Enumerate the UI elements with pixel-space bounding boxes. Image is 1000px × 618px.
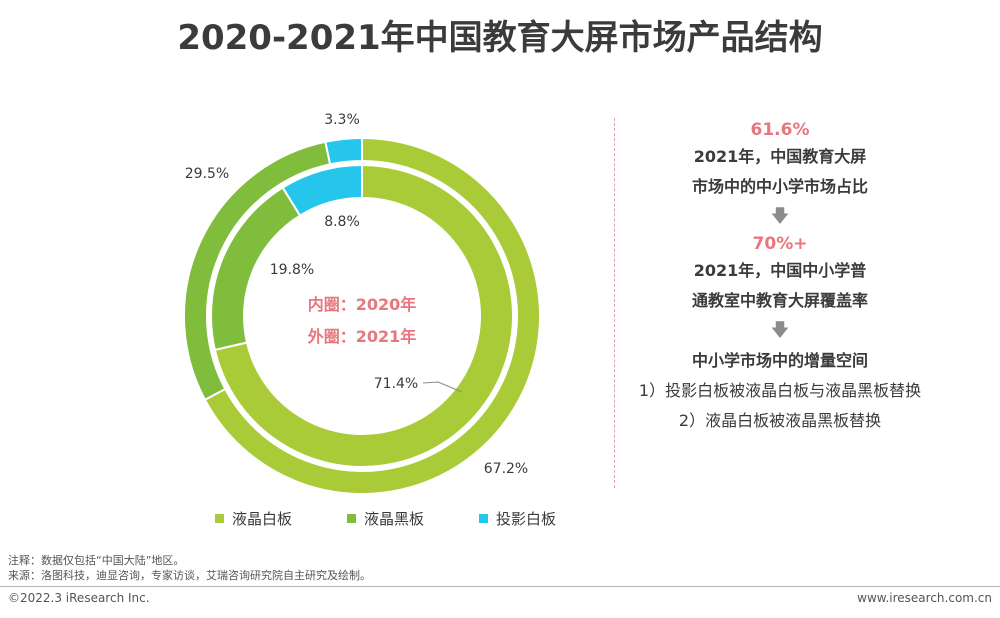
stat-coverage-rate: 70%+ (752, 234, 808, 254)
inner-slice-projection (281, 163, 363, 217)
stat-description-line: 2021年，中国中小学普 (693, 261, 867, 280)
inner-ring-caption: 内圈：2020年 (308, 295, 417, 314)
website-link[interactable]: www.iresearch.com.cn (857, 591, 992, 605)
stat-description-line: 2021年，中国教育大屏 (693, 147, 867, 166)
footer-divider (0, 586, 1000, 587)
outer-slice-projection (324, 136, 363, 166)
legend-item-lcd-black: 液晶黑板 (347, 508, 424, 529)
legend-item-lcd-white: 液晶白板 (215, 508, 292, 529)
outer-ring-caption: 外圈：2021年 (307, 327, 417, 346)
outer-ring (183, 136, 541, 495)
conclusion-title: 中小学市场中的增量空间 (691, 351, 868, 370)
inner-ring (210, 163, 514, 468)
leader-line (422, 381, 463, 393)
legend-label: 投影白板 (496, 510, 557, 528)
inner-label-lcd-black: 19.8% (270, 262, 314, 278)
outer-label-lcd-black: 29.5% (185, 166, 229, 182)
donut-chart: 67.2% 29.5% 3.3% 71.4% 19.8% 8.8% 内圈：2020年 外圈… (183, 112, 541, 495)
outer-label-projection: 3.3% (324, 112, 360, 128)
outer-label-lcd-white: 67.2% (484, 461, 528, 477)
legend-item-projection: 投影白板 (479, 508, 556, 529)
stat-primary-school-share: 61.6% (750, 120, 810, 140)
legend-swatch (347, 514, 357, 523)
chart-labels: 67.2% 29.5% 3.3% 71.4% 19.8% 8.8% (185, 112, 528, 477)
arrow-down-icon: 🡇 (770, 206, 790, 227)
inner-label-projection: 8.8% (324, 214, 360, 230)
inner-slice-lcd-white (213, 163, 514, 468)
conclusion-item: 2）液晶白板被液晶黑板替换 (678, 411, 882, 430)
source-text: 来源：洛图科技，迪显咨询，专家访谈，艾瑞咨询研究院自主研究及绘制。 (8, 569, 371, 582)
copyright: ©2022.3 iResearch Inc. (8, 591, 150, 605)
conclusion-item: 1）投影白板被液晶白板与液晶黑板替换 (638, 381, 922, 400)
arrow-down-icon: 🡇 (770, 320, 790, 341)
dashed-divider (614, 118, 615, 488)
note-text: 注释：数据仅包括“中国大陆”地区。 (8, 554, 185, 567)
legend-swatch (479, 514, 489, 523)
page-title: 2020-2021年中国教育大屏市场产品结构 (177, 18, 823, 58)
inner-label-lcd-white: 71.4% (374, 376, 418, 392)
notes: 注释：数据仅包括“中国大陆”地区。 来源：洛图科技，迪显咨询，专家访谈，艾瑞咨询… (8, 553, 371, 583)
legend-label: 液晶白板 (232, 510, 293, 528)
chart-legend: 液晶白板 液晶黑板 投影白板 (215, 508, 556, 529)
stat-description-line: 市场中的中小学市场占比 (691, 177, 868, 196)
legend-label: 液晶黑板 (364, 510, 425, 528)
insight-panel: 61.6% 2021年，中国教育大屏 市场中的中小学市场占比 🡇 70%+ 20… (620, 118, 940, 436)
stat-description-line: 通教室中教育大屏覆盖率 (691, 291, 868, 310)
legend-swatch (215, 514, 224, 523)
